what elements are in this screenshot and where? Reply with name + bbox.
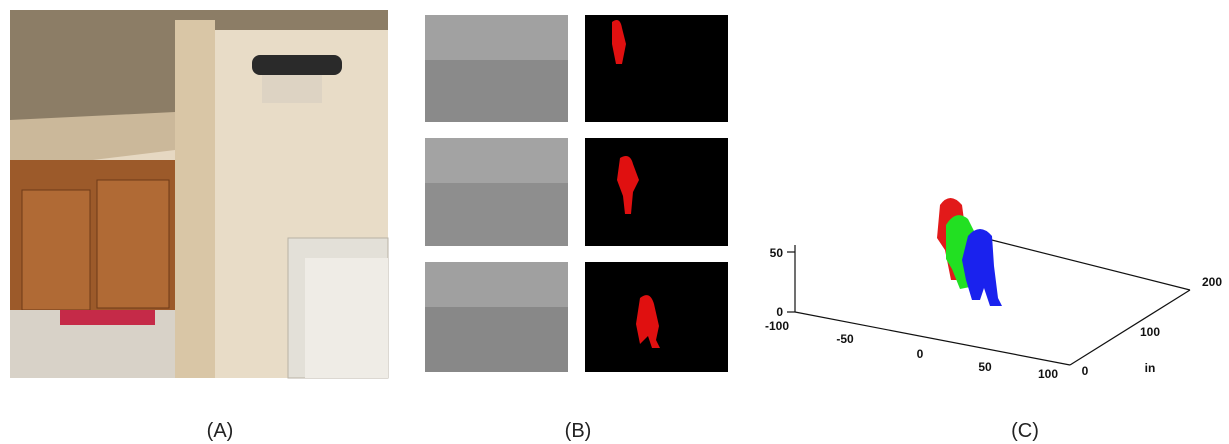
- x-tick-label: 100: [1038, 367, 1058, 381]
- people-points: [937, 198, 1002, 306]
- z-tick-label: 0: [776, 305, 783, 319]
- x-tick-label: -50: [836, 332, 854, 346]
- y-tick-label: 200: [1202, 275, 1222, 289]
- panel-label: (A): [207, 420, 234, 442]
- x-tick-label: -100: [765, 319, 789, 333]
- mask-images: [585, 15, 728, 372]
- page: 50 0 -100 -50 0 50 100 0 100 200 in (A) …: [0, 0, 1229, 444]
- y-tick-label: 0: [1082, 364, 1089, 378]
- z-tick-label: 50: [770, 246, 784, 260]
- panel-label: (B): [565, 420, 592, 442]
- x-tick-label: 0: [917, 347, 924, 361]
- panel-label: (C): [1011, 420, 1039, 442]
- photo-room: [10, 10, 388, 378]
- y-axis-label: in: [1145, 361, 1156, 375]
- depth-images: [425, 15, 568, 372]
- y-tick-label: 100: [1140, 325, 1160, 339]
- x-tick-label: 50: [978, 360, 992, 374]
- figure: 50 0 -100 -50 0 50 100 0 100 200 in (A) …: [0, 0, 1229, 444]
